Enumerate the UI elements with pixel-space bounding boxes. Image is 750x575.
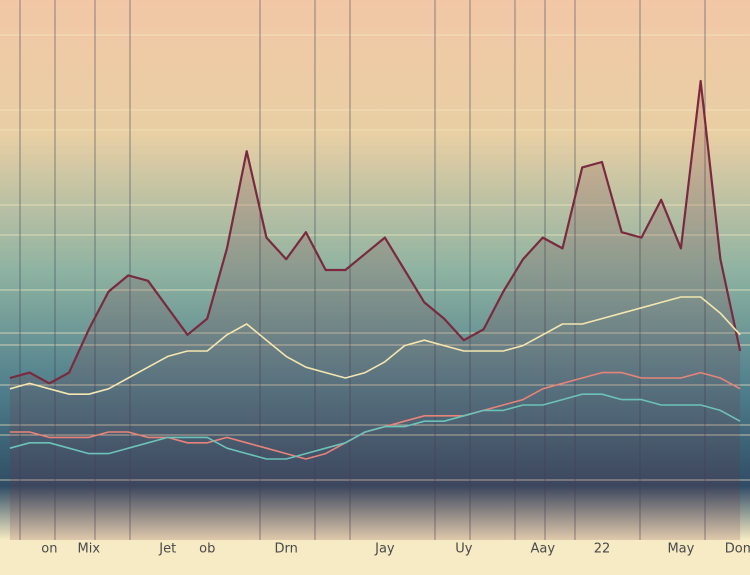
x-tick-label: Mix [78,542,101,557]
x-tick-label: Aay [530,542,555,557]
x-tick-label: Drn [274,542,297,557]
series-line [9,393,741,460]
x-tick-label: Uy [455,542,473,557]
plot-background [0,0,750,540]
x-tick-label: Dom [725,542,750,557]
x-tick-label: May [667,542,694,557]
x-tick-label: Jay [374,542,395,557]
horizontal-lines [0,34,750,481]
series-line [9,79,742,385]
x-tick-label: Jet [158,542,176,557]
series-line [9,296,741,396]
x-tick-label: ob [199,542,215,557]
x-tick-label: on [41,542,57,557]
series-area [9,81,741,540]
x-tick-label: 22 [594,542,611,557]
vertical-lines [19,0,706,540]
